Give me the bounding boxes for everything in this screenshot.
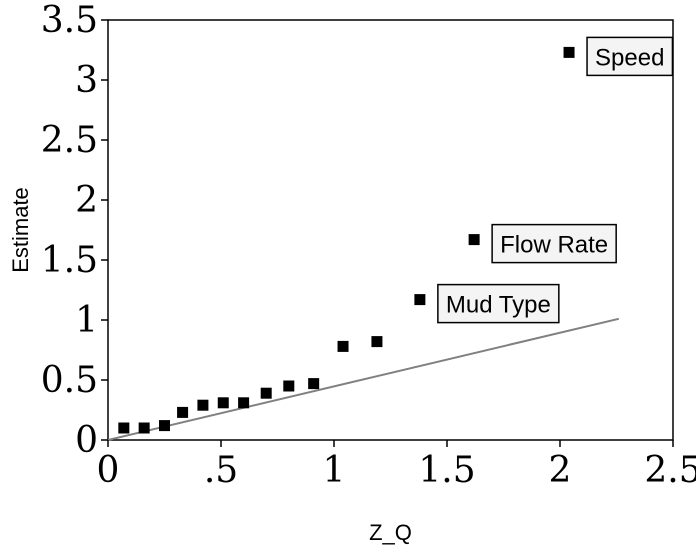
callout: Mud Type: [437, 283, 560, 324]
reference-line: [107, 317, 619, 441]
data-point: [308, 378, 320, 390]
data-point: [177, 406, 189, 418]
x-axis-title: Z_Q: [369, 520, 412, 545]
callout-label: Flow Rate: [500, 232, 608, 259]
y-tick-label: 0: [75, 420, 98, 461]
callout-box: [491, 223, 617, 264]
y-tick-label: 3.5: [41, 0, 98, 41]
callout: Speed: [586, 36, 674, 77]
x-tick-label: 1: [323, 450, 346, 491]
data-point: [283, 380, 295, 392]
y-tick-label: 3: [75, 60, 98, 101]
data-point: [159, 420, 170, 432]
callout-box: [586, 36, 674, 77]
y-tick-label: 1.5: [41, 240, 98, 281]
data-point: [468, 234, 480, 246]
x-tick-label: 1.5: [418, 450, 475, 491]
data-point: [217, 397, 229, 409]
x-tick-label: .5: [204, 450, 238, 491]
y-axis-ticks: 0 0.5 1 1.5 2 2.5 3 3.5: [41, 0, 108, 461]
data-point: [238, 397, 250, 409]
data-point: [197, 399, 209, 411]
x-tick-label: 0: [97, 450, 120, 491]
callout: Flow Rate: [491, 223, 617, 264]
data-point: [563, 46, 575, 58]
x-tick-label: 2.5: [644, 450, 696, 491]
callout-label: Mud Type: [446, 292, 551, 319]
data-point: [337, 340, 349, 352]
y-axis-title: Estimate: [8, 187, 33, 273]
data-point: [260, 387, 272, 399]
data-point: [371, 336, 383, 348]
data-point: [414, 294, 426, 306]
callout-box: [437, 283, 560, 324]
y-tick-label: 2.5: [41, 120, 98, 161]
callout-label: Speed: [595, 44, 664, 71]
y-tick-label: 1: [75, 300, 98, 341]
x-axis-ticks: 0 .5 1 1.5 2 2.5: [97, 440, 696, 491]
plot-frame: [107, 19, 674, 441]
y-tick-label: 0.5: [41, 360, 98, 401]
callout-labels: Mud Type Flow Rate Speed: [437, 36, 674, 324]
data-points: [118, 46, 575, 434]
data-point: [138, 422, 150, 434]
y-tick-label: 2: [75, 180, 98, 221]
x-tick-label: 2: [549, 450, 572, 491]
data-point: [118, 422, 130, 434]
